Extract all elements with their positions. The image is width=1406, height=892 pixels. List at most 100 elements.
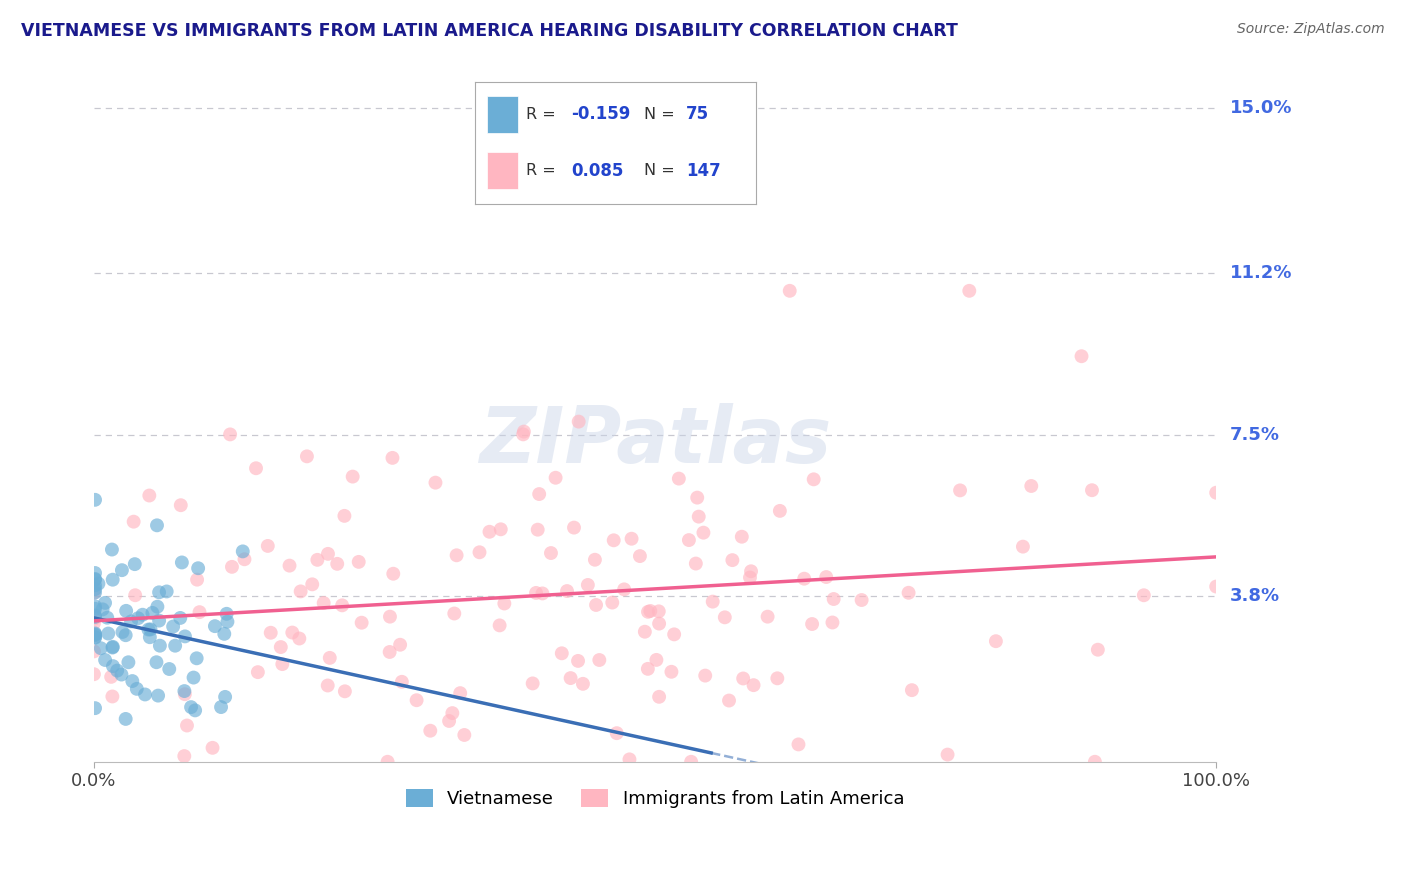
Point	[245, 461, 267, 475]
Point	[270, 640, 292, 654]
Point	[141, 606, 163, 620]
Point	[637, 605, 659, 619]
Point	[718, 693, 741, 707]
Point	[214, 627, 236, 641]
Point	[738, 570, 761, 584]
Point	[219, 427, 242, 442]
Point	[721, 553, 744, 567]
Point	[678, 533, 700, 547]
Point	[531, 586, 554, 600]
Point	[823, 592, 845, 607]
Text: VIETNAMESE VS IMMIGRANTS FROM LATIN AMERICA HEARING DISABILITY CORRELATION CHART: VIETNAMESE VS IMMIGRANTS FROM LATIN AMER…	[21, 22, 957, 40]
Point	[648, 604, 671, 618]
Point	[662, 627, 685, 641]
Point	[769, 504, 792, 518]
Point	[134, 688, 156, 702]
Point	[307, 553, 329, 567]
Point	[555, 584, 578, 599]
Point	[606, 726, 628, 740]
Point	[84, 573, 107, 587]
Point	[330, 599, 353, 613]
Point	[209, 700, 232, 714]
Point	[560, 671, 582, 685]
Point	[326, 557, 349, 571]
Point	[125, 681, 148, 696]
Point	[204, 619, 226, 633]
Point	[949, 483, 972, 498]
Point	[1133, 588, 1156, 602]
Point	[489, 522, 512, 536]
Point	[84, 610, 107, 624]
Point	[173, 684, 195, 698]
Point	[527, 487, 550, 501]
Point	[232, 544, 254, 558]
Point	[84, 492, 107, 507]
Point	[278, 558, 301, 573]
Point	[115, 604, 138, 618]
Point	[176, 718, 198, 732]
Point	[583, 553, 606, 567]
Point	[84, 566, 107, 580]
Point	[84, 599, 107, 614]
Point	[105, 664, 128, 678]
Point	[162, 619, 184, 633]
Point	[378, 609, 401, 624]
Point	[576, 578, 599, 592]
Point	[640, 604, 662, 618]
Point	[84, 602, 107, 616]
Point	[381, 450, 404, 465]
Point	[688, 509, 710, 524]
Point	[83, 612, 105, 626]
Point	[233, 552, 256, 566]
Point	[188, 605, 211, 619]
Point	[316, 678, 339, 692]
Point	[648, 616, 671, 631]
Point	[544, 471, 567, 485]
Point	[494, 597, 516, 611]
Point	[815, 570, 838, 584]
Point	[117, 655, 139, 669]
Point	[522, 676, 544, 690]
Point	[449, 686, 471, 700]
Point	[84, 631, 107, 645]
Point	[695, 668, 717, 682]
Point	[446, 549, 468, 563]
Point	[692, 525, 714, 540]
Point	[681, 755, 703, 769]
Point	[157, 662, 180, 676]
Point	[114, 628, 136, 642]
Point	[84, 628, 107, 642]
Point	[319, 651, 342, 665]
Point	[443, 607, 465, 621]
Point	[201, 740, 224, 755]
Point	[488, 618, 510, 632]
Point	[513, 425, 536, 439]
Point	[648, 690, 671, 704]
Point	[620, 532, 643, 546]
Point	[83, 667, 105, 681]
Point	[1019, 479, 1042, 493]
Point	[936, 747, 959, 762]
Point	[183, 671, 205, 685]
Point	[111, 563, 134, 577]
Point	[468, 545, 491, 559]
Point	[801, 617, 824, 632]
Point	[740, 564, 762, 578]
Point	[766, 671, 789, 685]
Point	[787, 738, 810, 752]
Point	[221, 559, 243, 574]
Point	[756, 609, 779, 624]
Point	[260, 625, 283, 640]
Point	[256, 539, 278, 553]
Point	[101, 640, 124, 654]
Point	[793, 572, 815, 586]
Point	[84, 572, 107, 586]
Point	[122, 515, 145, 529]
Point	[111, 625, 134, 640]
Point	[174, 629, 197, 643]
Point	[637, 662, 659, 676]
Point	[602, 533, 624, 548]
Point	[821, 615, 844, 630]
Point	[84, 627, 107, 641]
Point	[347, 555, 370, 569]
